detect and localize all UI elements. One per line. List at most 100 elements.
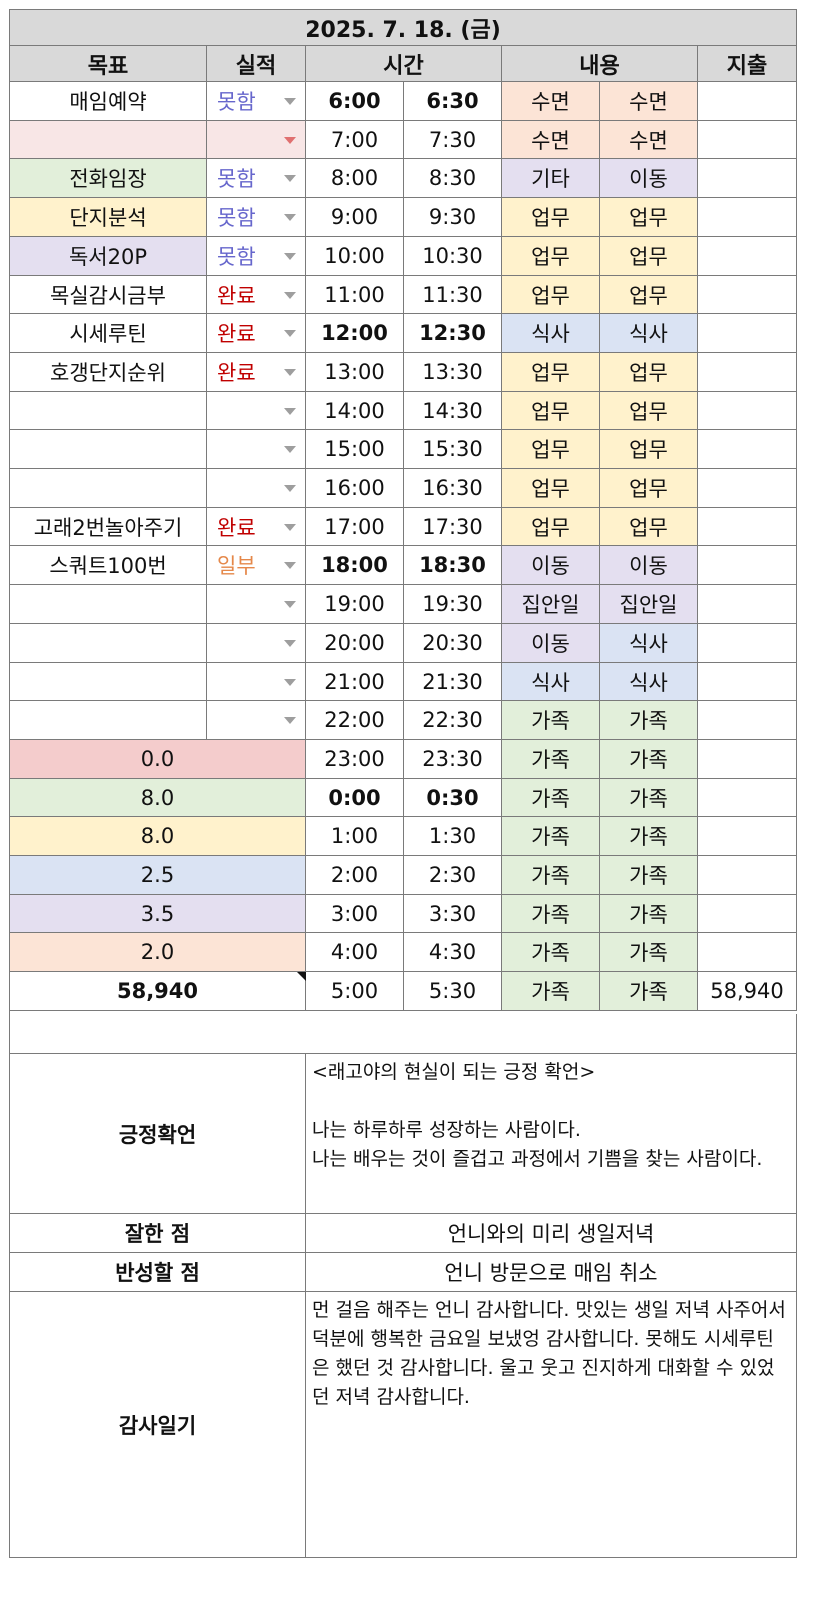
affirmation-text[interactable]: <래고야의 현실이 되는 긍정 확언> 나는 하루하루 성장하는 사람이다. 나는 … [306, 1054, 797, 1214]
content-cell[interactable]: 가족 [600, 817, 698, 856]
expense-cell[interactable] [698, 585, 797, 624]
content-cell[interactable]: 가족 [502, 972, 600, 1011]
content-cell[interactable]: 가족 [502, 779, 600, 817]
good-point-text[interactable]: 언니와의 미리 생일저녁 [306, 1214, 797, 1253]
achievement-dropdown[interactable]: 완료 [207, 508, 306, 546]
achievement-dropdown[interactable] [207, 121, 306, 159]
content-cell[interactable]: 식사 [502, 314, 600, 353]
expense-cell[interactable] [698, 701, 797, 740]
content-cell[interactable]: 업무 [600, 469, 698, 508]
dropdown-arrow-icon[interactable] [284, 485, 296, 492]
dropdown-arrow-icon[interactable] [284, 678, 296, 686]
expense-cell[interactable] [698, 353, 797, 392]
dropdown-arrow-icon[interactable] [284, 291, 296, 299]
content-cell[interactable]: 이동 [502, 546, 600, 585]
content-cell[interactable]: 식사 [502, 663, 600, 701]
goal-cell[interactable] [10, 469, 207, 508]
expense-cell[interactable] [698, 276, 797, 314]
content-cell[interactable]: 가족 [600, 895, 698, 933]
content-cell[interactable]: 업무 [600, 430, 698, 469]
content-cell[interactable]: 이동 [600, 546, 698, 585]
content-cell[interactable]: 집안일 [502, 585, 600, 624]
achievement-dropdown[interactable]: 못함 [207, 198, 306, 237]
goal-cell[interactable] [10, 392, 207, 430]
goal-cell[interactable]: 고래2번놀아주기 [10, 508, 207, 546]
content-cell[interactable]: 업무 [600, 237, 698, 276]
content-cell[interactable]: 업무 [502, 469, 600, 508]
content-cell[interactable]: 가족 [502, 817, 600, 856]
content-cell[interactable]: 가족 [502, 933, 600, 972]
content-cell[interactable]: 수면 [600, 121, 698, 159]
content-cell[interactable]: 이동 [600, 159, 698, 198]
content-cell[interactable]: 가족 [502, 701, 600, 740]
content-cell[interactable]: 업무 [600, 508, 698, 546]
content-cell[interactable]: 기타 [502, 159, 600, 198]
expense-cell[interactable] [698, 198, 797, 237]
achievement-dropdown[interactable]: 못함 [207, 159, 306, 198]
goal-cell[interactable] [10, 121, 207, 159]
expense-cell[interactable] [698, 624, 797, 663]
goal-cell[interactable] [10, 701, 207, 740]
content-cell[interactable]: 이동 [502, 624, 600, 663]
content-cell[interactable]: 업무 [502, 392, 600, 430]
goal-cell[interactable] [10, 430, 207, 469]
expense-cell[interactable] [698, 856, 797, 895]
content-cell[interactable]: 가족 [502, 856, 600, 895]
expense-cell[interactable] [698, 469, 797, 508]
content-cell[interactable]: 업무 [600, 276, 698, 314]
expense-cell[interactable] [698, 121, 797, 159]
expense-cell[interactable] [698, 82, 797, 121]
expense-cell[interactable] [698, 895, 797, 933]
expense-cell[interactable] [698, 508, 797, 546]
achievement-dropdown[interactable] [207, 430, 306, 469]
dropdown-arrow-icon[interactable] [284, 214, 296, 221]
reflection-text[interactable]: 언니 방문으로 매임 취소 [306, 1253, 797, 1292]
goal-cell[interactable]: 목실감시금부 [10, 276, 207, 314]
content-cell[interactable]: 수면 [502, 82, 600, 121]
expense-cell[interactable] [698, 740, 797, 779]
dropdown-arrow-icon[interactable] [284, 175, 296, 182]
dropdown-arrow-icon[interactable] [284, 407, 296, 415]
achievement-dropdown[interactable] [207, 585, 306, 624]
content-cell[interactable]: 가족 [502, 740, 600, 779]
goal-cell[interactable]: 스쿼트100번 [10, 546, 207, 585]
dropdown-arrow-icon[interactable] [284, 330, 296, 337]
goal-cell[interactable] [10, 624, 207, 663]
content-cell[interactable]: 가족 [600, 779, 698, 817]
expense-cell[interactable] [698, 314, 797, 353]
content-cell[interactable]: 업무 [502, 508, 600, 546]
content-cell[interactable]: 가족 [502, 895, 600, 933]
goal-cell[interactable]: 전화임장 [10, 159, 207, 198]
dropdown-arrow-icon[interactable] [284, 717, 296, 724]
goal-cell[interactable]: 독서20P [10, 237, 207, 276]
achievement-dropdown[interactable]: 일부 [207, 546, 306, 585]
content-cell[interactable]: 업무 [502, 430, 600, 469]
goal-cell[interactable]: 호갱단지순위 [10, 353, 207, 392]
goal-cell[interactable]: 시세루틴 [10, 314, 207, 353]
content-cell[interactable]: 수면 [502, 121, 600, 159]
content-cell[interactable]: 집안일 [600, 585, 698, 624]
gratitude-text[interactable]: 먼 걸음 해주는 언니 감사합니다. 맛있는 생일 저녁 사주어서 덕분에 행복… [306, 1292, 797, 1558]
expense-cell[interactable] [698, 933, 797, 972]
goal-cell[interactable] [10, 663, 207, 701]
content-cell[interactable]: 식사 [600, 624, 698, 663]
expense-cell[interactable] [698, 392, 797, 430]
dropdown-arrow-icon[interactable] [284, 98, 296, 105]
expense-cell[interactable] [698, 546, 797, 585]
content-cell[interactable]: 가족 [600, 933, 698, 972]
goal-cell[interactable]: 단지분석 [10, 198, 207, 237]
content-cell[interactable]: 수면 [600, 82, 698, 121]
content-cell[interactable]: 업무 [502, 353, 600, 392]
achievement-dropdown[interactable]: 못함 [207, 82, 306, 121]
achievement-dropdown[interactable]: 못함 [207, 237, 306, 276]
content-cell[interactable]: 업무 [600, 353, 698, 392]
content-cell[interactable]: 업무 [502, 276, 600, 314]
dropdown-arrow-icon[interactable] [284, 601, 296, 608]
content-cell[interactable]: 식사 [600, 314, 698, 353]
content-cell[interactable]: 업무 [600, 392, 698, 430]
dropdown-arrow-icon[interactable] [284, 446, 296, 453]
expense-cell[interactable] [698, 663, 797, 701]
dropdown-arrow-icon[interactable] [284, 253, 296, 260]
goal-cell[interactable]: 매임예약 [10, 82, 207, 121]
achievement-dropdown[interactable]: 완료 [207, 276, 306, 314]
